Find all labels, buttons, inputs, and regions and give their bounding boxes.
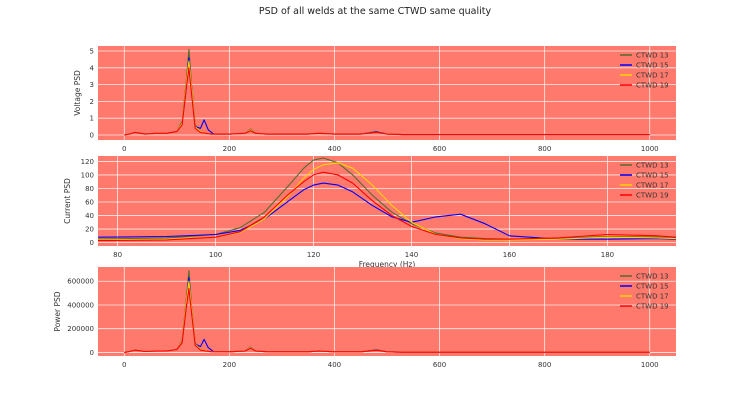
figure-title: PSD of all welds at the same CTWD same q… xyxy=(258,6,492,17)
current-psd-panel: 80 100 120 140 160 180 0 20 40 60 80 100 120 Current … xyxy=(63,156,676,269)
voltage-psd-x-tick-label: 0 xyxy=(122,145,126,153)
current-psd-x-tick-label: 120 xyxy=(307,251,320,259)
current-psd-y-tick-label: 0 xyxy=(90,239,94,247)
power-psd-y-tick-label: 600000 xyxy=(67,278,94,286)
power-psd-y-axis-label: Power PSD xyxy=(53,291,62,331)
power-psd-y-tick-label: 400000 xyxy=(67,301,94,309)
power-psd-panel: 0 200 400 600 800 1000 0 200000 400000 600000 Powe… xyxy=(53,267,676,369)
voltage-psd-y-tick-label: 4 xyxy=(90,64,95,72)
power-psd-x-tick-label: 200 xyxy=(223,361,236,369)
current-psd-y-tick-label: 40 xyxy=(85,212,94,220)
current-psd-series-group xyxy=(98,157,676,242)
voltage-psd-y-tick-label: 2 xyxy=(90,98,94,106)
voltage-psd-y-tick-label: 3 xyxy=(90,81,94,89)
voltage-psd-y-tick-label: 1 xyxy=(90,115,94,123)
voltage-psd-x-tick-label: 200 xyxy=(223,145,236,153)
voltage-psd-x-tick-label: 800 xyxy=(538,145,551,153)
current-psd-y-tick-label: 20 xyxy=(85,226,94,234)
current-psd-x-tick-label: 80 xyxy=(113,251,122,259)
voltage-psd-x-tick-label: 600 xyxy=(433,145,446,153)
power-psd-x-tick-label: 400 xyxy=(328,361,341,369)
current-psd-legend: CTWD 13 CTWD 15 CTWD 17 CTWD 19 xyxy=(620,162,669,200)
legend-label-ctwd-13: CTWD 13 xyxy=(636,162,669,170)
voltage-psd-series-group xyxy=(124,48,650,136)
legend-label-ctwd-13: CTWD 13 xyxy=(636,273,669,281)
current-psd-x-tick-label: 100 xyxy=(209,251,222,259)
legend-label-ctwd-19: CTWD 19 xyxy=(636,82,669,90)
legend-label-ctwd-15: CTWD 15 xyxy=(636,172,669,180)
voltage-psd-panel: 0 200 400 600 800 1000 0 1 2 3 4 5 Voltage PSD CTWD 1… xyxy=(73,46,676,153)
current-psd-y-tick-label: 100 xyxy=(81,171,94,179)
voltage-psd-y-tick-label: 0 xyxy=(90,131,94,139)
power-psd-x-tick-label: 800 xyxy=(538,361,551,369)
legend-label-ctwd-17: CTWD 17 xyxy=(636,72,669,80)
current-psd-x-tick-label: 180 xyxy=(601,251,614,259)
current-psd-y-tick-label: 60 xyxy=(85,199,94,207)
current-psd-y-axis-label: Current PSD xyxy=(63,178,72,224)
legend-label-ctwd-15: CTWD 15 xyxy=(636,283,669,291)
power-psd-legend: CTWD 13 CTWD 15 CTWD 17 CTWD 19 xyxy=(620,273,669,311)
voltage-psd-x-tick-label: 400 xyxy=(328,145,341,153)
power-psd-x-tick-label: 600 xyxy=(433,361,446,369)
power-psd-x-tick-label: 0 xyxy=(122,361,126,369)
power-psd-x-tick-label: 1000 xyxy=(641,361,659,369)
voltage-psd-x-tick-label: 1000 xyxy=(641,145,659,153)
voltage-psd-series-ctwd-19 xyxy=(124,67,650,136)
current-psd-x-axis-label: Frequency (Hz) xyxy=(359,260,416,269)
current-psd-x-tick-label: 140 xyxy=(405,251,418,259)
legend-label-ctwd-19: CTWD 19 xyxy=(636,303,669,311)
voltage-psd-legend: CTWD 13 CTWD 15 CTWD 17 CTWD 19 xyxy=(620,52,669,90)
current-psd-y-tick-label: 120 xyxy=(81,158,94,166)
current-psd-x-tick-label: 160 xyxy=(503,251,516,259)
voltage-psd-y-axis-label: Voltage PSD xyxy=(73,70,82,116)
current-psd-series-ctwd-19 xyxy=(98,171,676,242)
voltage-psd-y-tick-label: 5 xyxy=(90,48,94,56)
power-psd-y-tick-label: 0 xyxy=(90,349,94,357)
legend-label-ctwd-13: CTWD 13 xyxy=(636,52,669,60)
current-psd-series-ctwd-17 xyxy=(98,162,676,241)
legend-label-ctwd-17: CTWD 17 xyxy=(636,293,669,301)
power-psd-series-ctwd-19 xyxy=(124,287,650,353)
legend-label-ctwd-17: CTWD 17 xyxy=(636,182,669,190)
current-psd-y-tick-label: 80 xyxy=(85,185,94,193)
power-psd-series-group xyxy=(124,270,650,353)
power-psd-y-tick-label: 200000 xyxy=(67,325,94,333)
legend-label-ctwd-15: CTWD 15 xyxy=(636,62,669,70)
legend-label-ctwd-19: CTWD 19 xyxy=(636,192,669,200)
